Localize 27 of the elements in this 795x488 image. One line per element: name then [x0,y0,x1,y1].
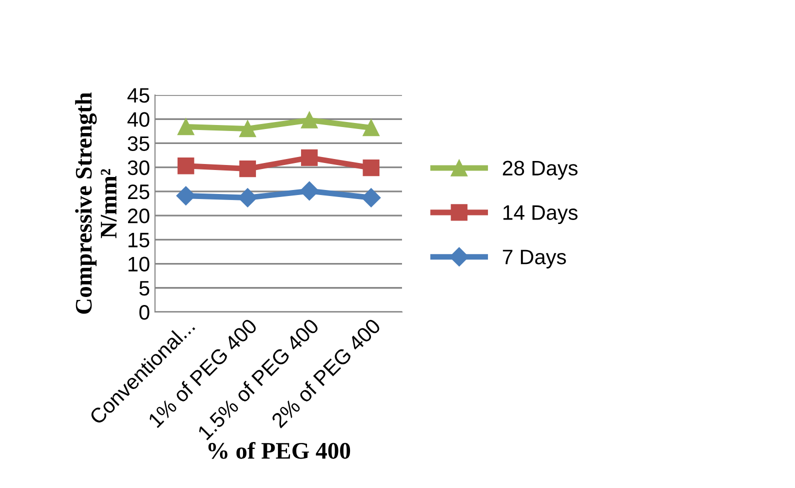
legend-label: 14 Days [503,205,578,224]
y-tick-label: 30 [128,160,150,176]
point [300,181,319,200]
y-tick-label: 15 [128,232,150,248]
y-tick-label: 20 [128,208,150,224]
point [362,119,380,136]
point [178,158,194,174]
y-tick-label: 25 [128,184,150,200]
y-tick-label: 45 [127,88,150,103]
y-tick-label: 0 [139,305,150,320]
point [239,160,256,178]
y-tick-label: 35 [128,136,150,151]
y-tick-label: 5 [139,281,150,296]
point [238,188,258,208]
point [178,118,194,136]
y-tick-label: 40 [127,112,150,127]
point [301,112,318,128]
point [362,159,380,176]
point [301,149,318,166]
point [239,120,256,138]
legend-label: 7 Days [502,250,566,268]
x-axis-title: % of PEG 400 [208,442,350,459]
point [176,186,196,206]
legend-label: 28 Days [502,160,578,180]
y-axis-title: Compressive Strength N/mm² [75,92,117,314]
point [362,188,381,208]
y-tick-label: 10 [128,256,150,272]
